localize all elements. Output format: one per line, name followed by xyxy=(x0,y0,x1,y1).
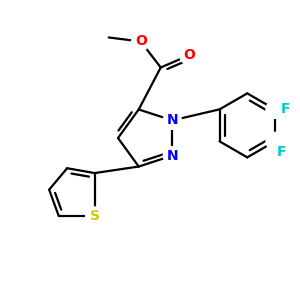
Text: S: S xyxy=(90,209,100,223)
Circle shape xyxy=(266,132,284,150)
Text: O: O xyxy=(183,49,195,62)
Circle shape xyxy=(163,111,181,129)
Circle shape xyxy=(163,147,181,165)
Text: O: O xyxy=(135,34,147,49)
Text: N: N xyxy=(167,113,178,128)
Text: F: F xyxy=(281,102,290,116)
Circle shape xyxy=(266,100,284,118)
Circle shape xyxy=(86,207,104,225)
Text: N: N xyxy=(167,148,178,163)
Circle shape xyxy=(180,46,198,64)
Circle shape xyxy=(132,32,150,50)
Text: F: F xyxy=(277,146,286,159)
